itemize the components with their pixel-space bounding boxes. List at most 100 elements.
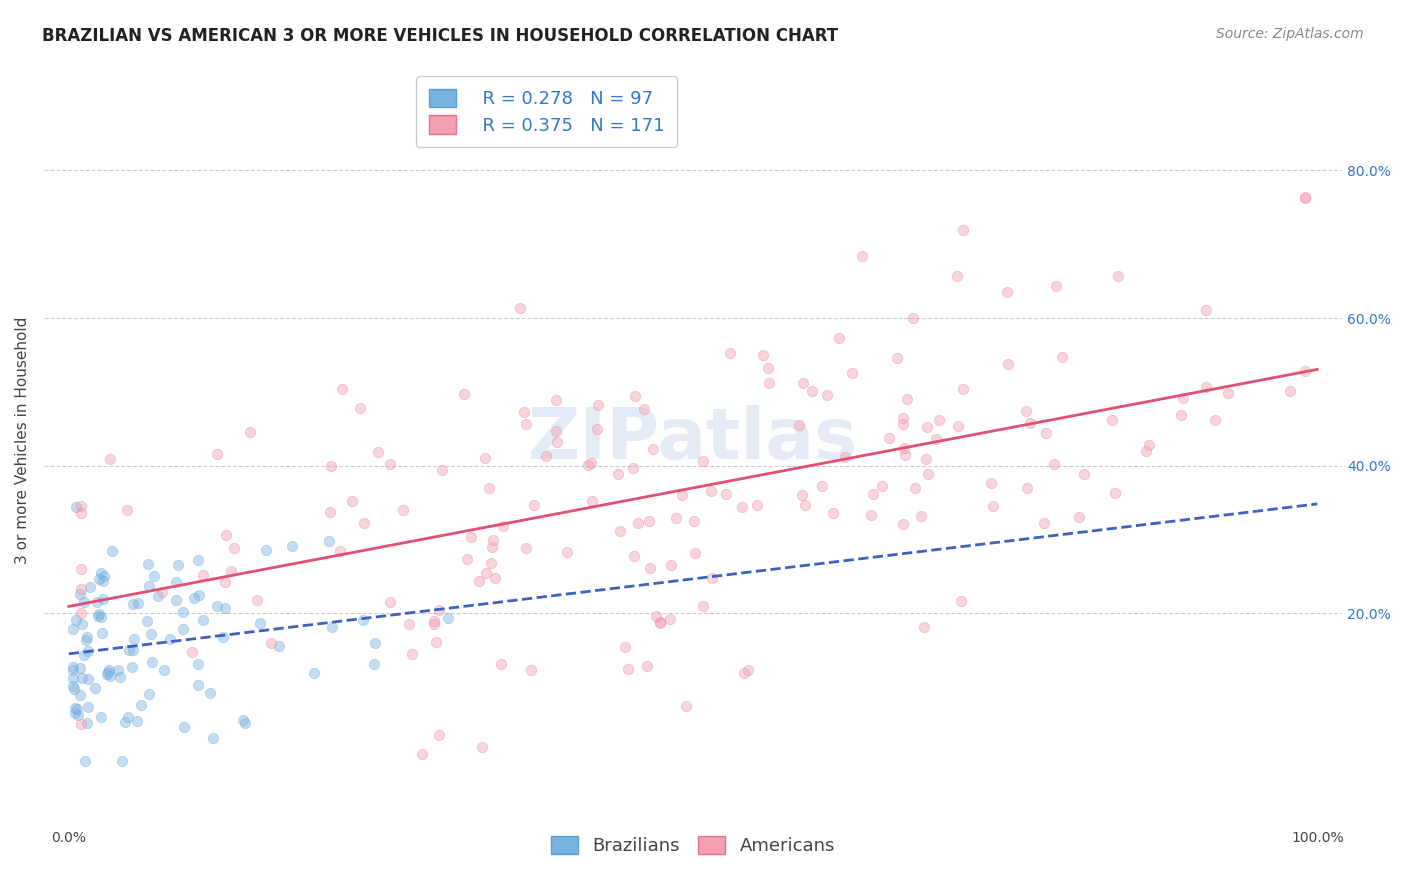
Text: BRAZILIAN VS AMERICAN 3 OR MORE VEHICLES IN HOUSEHOLD CORRELATION CHART: BRAZILIAN VS AMERICAN 3 OR MORE VEHICLES… [42, 27, 838, 45]
Point [319, 505, 342, 519]
Point [70, 607, 93, 621]
Point [65, 500, 87, 514]
Point [1107, 268, 1129, 283]
Point [391, 503, 413, 517]
Point [714, 487, 737, 501]
Point [821, 506, 844, 520]
Point [585, 423, 607, 437]
Point [77, 643, 100, 657]
Point [239, 425, 262, 439]
Point [117, 709, 139, 723]
Point [219, 564, 242, 578]
Point [731, 500, 754, 514]
Point [114, 715, 136, 730]
Point [952, 382, 974, 396]
Point [378, 457, 401, 471]
Point [173, 719, 195, 733]
Point [122, 597, 145, 611]
Point [378, 595, 401, 609]
Point [302, 666, 325, 681]
Point [260, 635, 283, 649]
Point [609, 524, 631, 539]
Point [187, 657, 209, 671]
Point [752, 348, 775, 362]
Point [665, 510, 688, 524]
Point [79, 580, 101, 594]
Point [474, 451, 496, 466]
Point [191, 568, 214, 582]
Point [101, 544, 124, 558]
Point [70, 500, 93, 514]
Point [166, 592, 188, 607]
Point [484, 571, 506, 585]
Point [862, 487, 884, 501]
Point [659, 558, 682, 573]
Point [1101, 413, 1123, 427]
Point [1015, 404, 1038, 418]
Point [894, 448, 917, 462]
Point [523, 498, 546, 512]
Point [1204, 413, 1226, 427]
Point [520, 663, 543, 677]
Point [891, 411, 914, 425]
Point [980, 476, 1002, 491]
Point [70, 506, 93, 520]
Point [924, 432, 946, 446]
Point [627, 516, 650, 530]
Point [479, 556, 502, 570]
Point [815, 387, 838, 401]
Point [107, 663, 129, 677]
Point [478, 481, 501, 495]
Point [492, 518, 515, 533]
Point [834, 450, 856, 465]
Point [340, 494, 363, 508]
Point [544, 425, 567, 439]
Text: ZIPatlas: ZIPatlas [529, 405, 858, 475]
Point [63, 706, 86, 720]
Point [828, 331, 851, 345]
Point [90, 710, 112, 724]
Point [212, 630, 235, 644]
Point [481, 541, 503, 555]
Point [117, 502, 139, 516]
Point [801, 384, 824, 399]
Point [280, 540, 302, 554]
Point [62, 679, 84, 693]
Point [214, 600, 236, 615]
Point [352, 614, 374, 628]
Point [330, 382, 353, 396]
Point [586, 398, 609, 412]
Point [108, 670, 131, 684]
Point [513, 404, 536, 418]
Point [127, 714, 149, 728]
Point [183, 591, 205, 605]
Point [136, 614, 159, 628]
Point [946, 419, 969, 434]
Point [215, 528, 238, 542]
Point [187, 553, 209, 567]
Point [69, 587, 91, 601]
Point [1045, 279, 1067, 293]
Point [70, 617, 93, 632]
Point [318, 533, 340, 548]
Point [193, 613, 215, 627]
Point [579, 456, 602, 470]
Point [756, 360, 779, 375]
Point [903, 481, 925, 495]
Point [1195, 379, 1218, 393]
Point [69, 688, 91, 702]
Point [96, 667, 118, 681]
Point [200, 686, 222, 700]
Point [267, 639, 290, 653]
Point [1073, 467, 1095, 481]
Point [515, 541, 537, 555]
Point [787, 418, 810, 433]
Point [427, 728, 450, 742]
Point [737, 664, 759, 678]
Point [321, 458, 343, 473]
Point [1015, 481, 1038, 495]
Point [232, 713, 254, 727]
Point [1035, 425, 1057, 440]
Point [63, 681, 86, 696]
Point [1137, 438, 1160, 452]
